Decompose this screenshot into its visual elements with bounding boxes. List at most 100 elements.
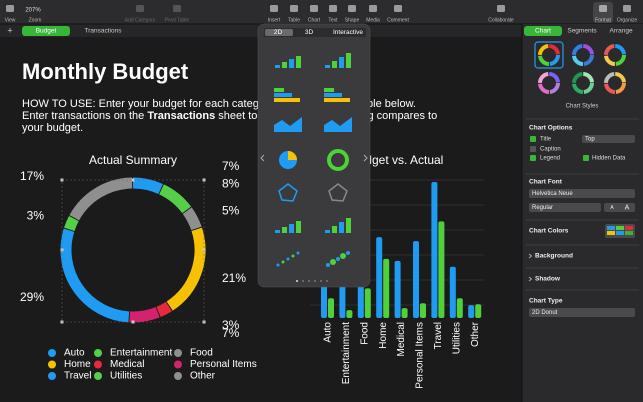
picker-arrow-left <box>260 154 265 162</box>
instruction-line: your budget. <box>22 122 83 134</box>
toolbar-button[interactable]: Zoom <box>29 17 42 23</box>
icon-dot <box>340 253 346 259</box>
zoom-value[interactable]: 207% <box>25 8 41 14</box>
donut-segment <box>158 184 192 214</box>
toolbar-button[interactable]: Format <box>595 17 611 23</box>
picker-tab[interactable]: 2D <box>274 29 283 36</box>
chart-type-option[interactable] <box>274 117 302 132</box>
chart-type-option[interactable] <box>279 151 297 169</box>
icon-bar <box>339 57 344 68</box>
chart-type-option[interactable] <box>328 183 348 202</box>
sidebar-tab[interactable]: Chart <box>535 28 551 35</box>
popup-button[interactable] <box>529 189 635 198</box>
legend-label: Auto <box>64 348 85 359</box>
picker-tab[interactable]: 3D <box>305 29 314 36</box>
icon-dot <box>330 259 336 265</box>
icon-bar <box>275 65 280 68</box>
legend-label: Utilities <box>110 371 142 382</box>
chart-type-option[interactable] <box>276 251 300 267</box>
chart-type-option[interactable] <box>274 88 300 102</box>
popup-button[interactable] <box>529 308 635 317</box>
chart-type-option[interactable] <box>327 149 349 171</box>
icon-bar <box>324 93 342 97</box>
bar <box>401 308 408 318</box>
donut-segment <box>64 215 79 232</box>
legend-swatch <box>94 372 102 380</box>
icon-area <box>324 117 352 132</box>
style-ring-segment[interactable] <box>604 72 626 94</box>
bar <box>449 266 456 318</box>
toolbar-button[interactable]: Insert <box>268 17 281 23</box>
toolbar-button[interactable]: Add Category <box>125 17 156 23</box>
bar <box>383 258 390 318</box>
icon-bar <box>346 218 351 233</box>
add-sheet[interactable]: + <box>7 25 12 35</box>
toolbar-icon <box>329 5 337 12</box>
chart-type-option[interactable] <box>275 221 301 233</box>
sheet-tab[interactable]: Budget <box>36 28 57 35</box>
popup-button[interactable] <box>582 135 635 143</box>
stepper[interactable] <box>604 203 635 212</box>
toolbar-button[interactable]: Comment <box>387 17 409 23</box>
chart-type-option[interactable] <box>326 251 350 267</box>
chart-type-option[interactable] <box>278 183 298 202</box>
instruction-line: Enter transactions on the Transactions s… <box>22 110 437 122</box>
checkbox[interactable] <box>583 155 589 161</box>
toolbar-button[interactable]: Table <box>288 17 300 23</box>
section-heading[interactable]: Background <box>535 253 573 260</box>
label[interactable]: A <box>610 205 614 211</box>
toolbar-button[interactable]: Shape <box>345 17 360 23</box>
x-tick-label: Entertainment <box>341 322 352 384</box>
toolbar-icon <box>6 5 14 12</box>
label: Regular <box>532 205 553 211</box>
label: Helvetica Neue <box>532 191 573 197</box>
toolbar-button[interactable]: View <box>5 17 16 23</box>
sheet-tab[interactable]: Transactions <box>85 28 123 35</box>
toolbar-button[interactable]: Pivot Table <box>165 17 190 23</box>
chart-type-option[interactable] <box>275 56 301 68</box>
chart-title: Actual Summary <box>89 153 177 167</box>
chart-type-option[interactable] <box>325 218 351 233</box>
instruction-text: your budget. <box>22 122 83 134</box>
x-tick-label: Other <box>470 321 481 347</box>
bar <box>456 298 463 318</box>
style-ring-segment[interactable] <box>604 44 626 66</box>
checkbox[interactable] <box>530 155 536 161</box>
legend-label: Entertainment <box>110 348 172 359</box>
legend-label: Travel <box>64 371 91 382</box>
chart-type-option[interactable] <box>324 88 350 102</box>
popup-button[interactable] <box>529 203 601 212</box>
toolbar-button[interactable]: Media <box>366 17 380 23</box>
page-dot <box>296 280 298 282</box>
sidebar-tab[interactable]: Segments <box>567 28 597 35</box>
chart-type-option[interactable] <box>324 117 352 132</box>
section-heading[interactable]: Shadow <box>535 276 561 283</box>
legend-swatch <box>174 360 182 369</box>
section-heading: Chart Options <box>529 125 573 132</box>
legend-swatch <box>94 349 102 357</box>
chart-type-option[interactable] <box>325 53 351 68</box>
icon-dot <box>291 254 295 258</box>
bar <box>339 283 346 318</box>
label: Legend <box>540 156 560 162</box>
icon-radar <box>278 183 298 202</box>
toolbar-button[interactable]: Chart <box>308 17 321 23</box>
sidebar-tab[interactable]: Arrange <box>609 28 633 35</box>
page-dot <box>326 280 328 282</box>
checkbox[interactable] <box>530 146 536 152</box>
x-tick-label: Home <box>378 322 389 349</box>
toolbar-button[interactable]: Text <box>328 17 338 23</box>
bar <box>438 221 445 318</box>
label[interactable]: A <box>625 204 630 211</box>
legend-swatch <box>48 372 56 380</box>
style-ring-segment[interactable] <box>572 44 594 66</box>
toolbar-icon <box>173 5 181 12</box>
style-ring-segment[interactable] <box>538 72 560 94</box>
toolbar-button[interactable]: Organize <box>617 17 638 23</box>
style-ring-segment[interactable] <box>572 72 594 94</box>
picker-tab[interactable]: Interactive <box>333 29 363 36</box>
style-ring-segment[interactable] <box>538 44 560 66</box>
checkbox[interactable] <box>530 136 536 142</box>
toolbar-button[interactable]: Collaborate <box>488 17 514 23</box>
bar <box>468 305 475 318</box>
